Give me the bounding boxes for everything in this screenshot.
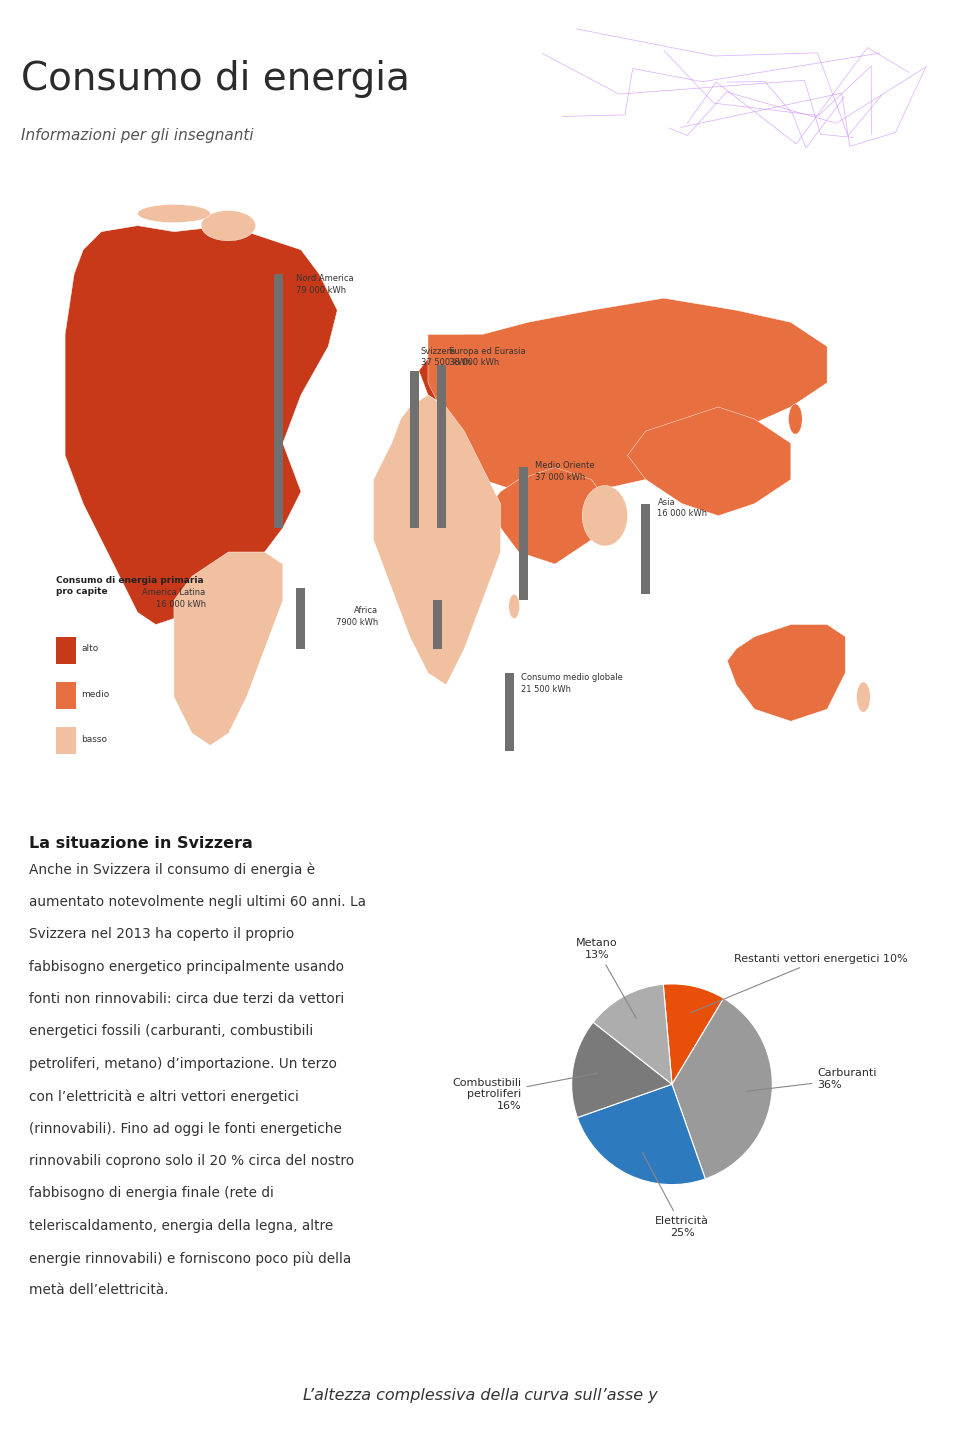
Wedge shape: [672, 999, 773, 1179]
Polygon shape: [428, 298, 828, 504]
Polygon shape: [492, 468, 610, 564]
Text: La situazione in Svizzera: La situazione in Svizzera: [29, 836, 252, 850]
Polygon shape: [174, 553, 283, 745]
Text: Svizzera
37 500 kWh: Svizzera 37 500 kWh: [420, 347, 471, 367]
Text: Restanti vettori energetici 10%: Restanti vettori energetici 10%: [691, 954, 908, 1013]
Wedge shape: [577, 1084, 706, 1184]
Text: Europa ed Eurasia
38 000 kWh: Europa ed Eurasia 38 000 kWh: [449, 347, 525, 367]
Text: petroliferi, metano) d’importazione. Un terzo: petroliferi, metano) d’importazione. Un …: [29, 1056, 337, 1071]
Text: Medio Oriente
37 000 kWh: Medio Oriente 37 000 kWh: [535, 462, 594, 482]
Text: Africa
7900 kWh: Africa 7900 kWh: [336, 606, 378, 627]
Text: Nord America
79 000 kWh: Nord America 79 000 kWh: [297, 273, 354, 295]
Bar: [56, 727, 76, 754]
Text: Svizzera nel 2013 ha coperto il proprio: Svizzera nel 2013 ha coperto il proprio: [29, 927, 294, 941]
Bar: [56, 636, 76, 663]
Wedge shape: [593, 984, 672, 1084]
Ellipse shape: [682, 425, 755, 509]
Text: Anche in Svizzera il consumo di energia è: Anche in Svizzera il consumo di energia …: [29, 862, 315, 876]
Text: basso: basso: [82, 735, 108, 744]
Bar: [437, 364, 446, 528]
Text: (rinnovabili). Fino ad oggi le fonti energetiche: (rinnovabili). Fino ad oggi le fonti ene…: [29, 1121, 342, 1135]
Polygon shape: [419, 334, 500, 407]
Polygon shape: [373, 394, 500, 685]
Text: fonti non rinnovabili: circa due terzi da vettori: fonti non rinnovabili: circa due terzi d…: [29, 991, 344, 1006]
Text: 06 / Energia & Strategia energetica 2050: 06 / Energia & Strategia energetica 2050: [674, 4, 946, 17]
Wedge shape: [663, 984, 724, 1084]
Text: rinnovabili coprono solo il 20 % circa del nostro: rinnovabili coprono solo il 20 % circa d…: [29, 1154, 354, 1168]
Polygon shape: [628, 407, 791, 515]
Text: fabbisogno di energia finale (rete di: fabbisogno di energia finale (rete di: [29, 1186, 274, 1200]
Bar: [641, 504, 650, 594]
Text: Metano
13%: Metano 13%: [576, 938, 636, 1019]
Text: America Latina
16 000 kWh: America Latina 16 000 kWh: [142, 589, 205, 609]
Ellipse shape: [137, 204, 210, 223]
Text: Consumo di energia primaria
pro capite: Consumo di energia primaria pro capite: [56, 576, 204, 596]
Text: energie rinnovabili) e forniscono poco più della: energie rinnovabili) e forniscono poco p…: [29, 1250, 351, 1265]
Bar: [297, 589, 305, 649]
Polygon shape: [728, 625, 845, 721]
Ellipse shape: [509, 594, 519, 619]
Bar: [433, 600, 442, 649]
Text: Consumo di energia: Consumo di energia: [21, 59, 410, 98]
Text: alto: alto: [82, 645, 99, 653]
Text: medio: medio: [82, 689, 109, 698]
Text: Carburanti
36%: Carburanti 36%: [747, 1068, 877, 1091]
Text: Elettricità
25%: Elettricità 25%: [642, 1151, 709, 1238]
Wedge shape: [571, 1022, 672, 1118]
Text: teleriscaldamento, energia della legna, altre: teleriscaldamento, energia della legna, …: [29, 1219, 333, 1233]
Ellipse shape: [202, 210, 255, 240]
Polygon shape: [65, 226, 337, 625]
Ellipse shape: [788, 404, 803, 435]
Bar: [274, 273, 283, 528]
Text: Informazioni per gli insegnanti: Informazioni per gli insegnanti: [21, 128, 253, 142]
Text: Combustibili
petroliferi
16%: Combustibili petroliferi 16%: [452, 1073, 598, 1111]
Ellipse shape: [856, 682, 870, 712]
Text: energetici fossili (carburanti, combustibili: energetici fossili (carburanti, combusti…: [29, 1025, 313, 1039]
Text: L’altezza complessiva della curva sull’asse y: L’altezza complessiva della curva sull’a…: [302, 1389, 658, 1403]
Bar: [410, 371, 419, 528]
Text: Consumo medio globale
21 500 kWh: Consumo medio globale 21 500 kWh: [521, 673, 623, 694]
Text: con l’elettricità e altri vettori energetici: con l’elettricità e altri vettori energe…: [29, 1089, 299, 1104]
Ellipse shape: [582, 485, 628, 545]
Text: 3/11: 3/11: [883, 168, 917, 183]
Text: aumentato notevolmente negli ultimi 60 anni. La: aumentato notevolmente negli ultimi 60 a…: [29, 895, 366, 909]
Bar: [505, 673, 515, 751]
Bar: [56, 682, 76, 709]
Text: metà dell’elettricità.: metà dell’elettricità.: [29, 1284, 168, 1298]
Text: fabbisogno energetico principalmente usando: fabbisogno energetico principalmente usa…: [29, 960, 344, 974]
Text: Asia
16 000 kWh: Asia 16 000 kWh: [658, 498, 708, 518]
Bar: [518, 468, 528, 600]
